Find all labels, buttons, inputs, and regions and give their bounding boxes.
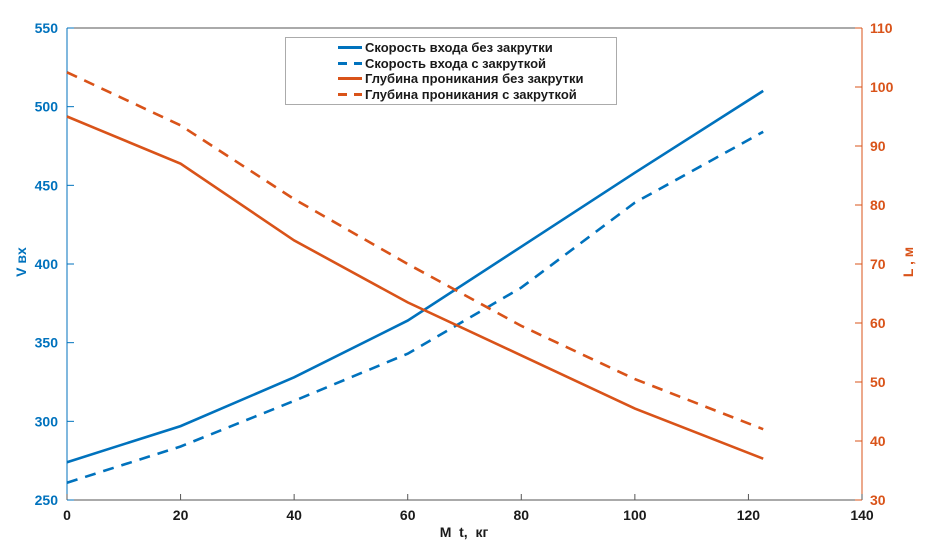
series-line-penetration-depth-with-spin [66,71,764,431]
x-tick-label: 40 [286,507,302,523]
y-right-tick-label: 30 [870,492,886,508]
y-right-tick-label: 40 [870,433,886,449]
y-right-tick-label: 100 [870,79,894,95]
legend-label: Скорость входа без закрутки [365,40,553,56]
y-left-tick-label: 450 [35,177,59,193]
series-line-penetration-depth-no-spin [66,115,764,460]
y-axis-label-left: V вх [13,247,29,277]
y-left-tick-label: 350 [35,335,59,351]
legend-label: Глубина проникания с закруткой [365,86,577,102]
y-right-tick-label: 70 [870,256,886,272]
x-tick-label: 20 [173,507,189,523]
y-left-tick-label: 550 [35,20,59,36]
y-axis-label-right: L , м [900,246,916,278]
legend: Скорость входа без закрутки Скорость вхо… [285,37,617,105]
legend-label: Глубина проникания без закрутки [365,71,584,87]
legend-line-swatch-solid-blue [338,46,362,50]
x-tick-label: 120 [737,507,761,523]
legend-line-swatch-solid-orange [338,77,362,81]
x-tick-label: 60 [400,507,416,523]
legend-item: Глубина проникания с закруткой [338,87,616,102]
legend-line-swatch-dashed-blue [338,61,362,65]
y-left-tick-label: 500 [35,99,59,115]
legend-label: Скорость входа с закруткой [365,55,546,71]
x-axis-label: M t, кг [439,524,489,540]
legend-item: Глубина проникания без закрутки [338,71,616,86]
x-tick-label: 80 [513,507,529,523]
y-right-tick-label: 80 [870,197,886,213]
y-right-tick-label: 50 [870,374,886,390]
y-right-tick-label: 90 [870,138,886,154]
legend-item: Скорость входа без закрутки [338,40,616,55]
y-right-tick-label: 110 [870,20,893,36]
legend-line-swatch-dashed-orange [338,92,362,96]
series-line-entry-speed-with-spin [66,130,764,484]
y-right-tick-label: 60 [870,315,886,331]
y-left-tick-label: 300 [35,413,59,429]
legend-item: Скорость входа с закруткой [338,56,616,71]
y-left-tick-label: 250 [35,492,59,508]
y-left-tick-label: 400 [35,256,59,272]
series-line-entry-speed-no-spin [66,89,764,464]
x-tick-label: 0 [63,507,71,523]
x-tick-label: 140 [850,507,874,523]
x-tick-label: 100 [623,507,647,523]
